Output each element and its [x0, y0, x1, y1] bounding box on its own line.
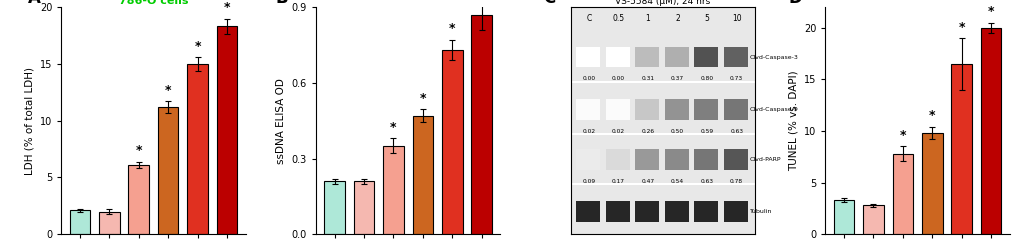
- Text: C: C: [542, 0, 554, 7]
- Text: Clvd-PARP: Clvd-PARP: [749, 157, 781, 162]
- Text: 0.80: 0.80: [700, 76, 713, 81]
- Bar: [69, 210, 90, 234]
- Bar: [723, 149, 747, 169]
- Text: 1: 1: [645, 14, 650, 23]
- Text: *: *: [958, 21, 964, 34]
- Text: 0.5: 0.5: [611, 14, 624, 23]
- Text: A: A: [28, 0, 41, 7]
- Text: 0.09: 0.09: [582, 179, 595, 184]
- Bar: [576, 99, 599, 120]
- Text: 10: 10: [731, 14, 741, 23]
- Bar: [694, 201, 717, 222]
- Bar: [471, 15, 491, 234]
- Bar: [187, 64, 208, 234]
- Text: 0.31: 0.31: [641, 76, 654, 81]
- Bar: [383, 146, 404, 234]
- Bar: [158, 107, 178, 234]
- Y-axis label: LDH (% of total LDH): LDH (% of total LDH): [24, 67, 35, 175]
- Text: 0.26: 0.26: [641, 129, 654, 134]
- Bar: [862, 205, 882, 234]
- Text: *: *: [390, 121, 396, 134]
- Text: *: *: [223, 1, 230, 14]
- Bar: [635, 99, 658, 120]
- Text: Clvd-Caspase-9: Clvd-Caspase-9: [749, 107, 798, 112]
- Text: 0.17: 0.17: [611, 179, 625, 184]
- Y-axis label: TUNEL (% vs. DAPI): TUNEL (% vs. DAPI): [788, 70, 798, 171]
- Bar: [723, 99, 747, 120]
- Text: Clvd-Caspase-3: Clvd-Caspase-3: [749, 55, 798, 60]
- Bar: [951, 64, 971, 234]
- Bar: [694, 149, 717, 169]
- Bar: [412, 116, 433, 234]
- Text: 0.63: 0.63: [730, 129, 743, 134]
- Text: 0.02: 0.02: [582, 129, 595, 134]
- Bar: [441, 50, 463, 234]
- Text: 0.63: 0.63: [700, 179, 713, 184]
- Text: 0.47: 0.47: [641, 179, 654, 184]
- Text: 0.50: 0.50: [671, 129, 684, 134]
- Text: 0.02: 0.02: [611, 129, 625, 134]
- Bar: [694, 47, 717, 67]
- Title: 786-O cells: 786-O cells: [118, 0, 189, 6]
- Text: 0.59: 0.59: [700, 129, 713, 134]
- Text: 0.78: 0.78: [730, 179, 743, 184]
- Text: *: *: [165, 84, 171, 97]
- Bar: [723, 201, 747, 222]
- Text: 5: 5: [704, 14, 709, 23]
- Bar: [980, 28, 1001, 234]
- Bar: [664, 149, 688, 169]
- Bar: [664, 47, 688, 67]
- Bar: [324, 181, 344, 234]
- Text: D: D: [788, 0, 801, 7]
- Bar: [605, 47, 629, 67]
- Text: *: *: [136, 144, 142, 157]
- Bar: [635, 47, 658, 67]
- Bar: [694, 99, 717, 120]
- Bar: [128, 165, 149, 234]
- Bar: [892, 154, 912, 234]
- Text: 2: 2: [675, 14, 680, 23]
- Bar: [99, 212, 119, 234]
- Bar: [576, 149, 599, 169]
- Title: VS-5584 (μM), 24 hrs: VS-5584 (μM), 24 hrs: [614, 0, 710, 6]
- Text: *: *: [448, 22, 455, 35]
- Text: 0.54: 0.54: [671, 179, 684, 184]
- Text: 0.73: 0.73: [730, 76, 743, 81]
- Bar: [664, 201, 688, 222]
- Bar: [576, 201, 599, 222]
- Text: Tubulin: Tubulin: [749, 209, 771, 214]
- Text: *: *: [986, 5, 994, 18]
- Text: B: B: [275, 0, 287, 7]
- Bar: [921, 133, 942, 234]
- Bar: [833, 200, 853, 234]
- Text: 0.37: 0.37: [671, 76, 684, 81]
- Text: 0.00: 0.00: [611, 76, 625, 81]
- Text: *: *: [419, 92, 426, 105]
- Text: *: *: [195, 40, 201, 53]
- Text: C: C: [586, 14, 591, 23]
- Bar: [723, 47, 747, 67]
- Bar: [605, 99, 629, 120]
- Bar: [664, 99, 688, 120]
- Text: *: *: [928, 109, 934, 122]
- Bar: [576, 47, 599, 67]
- Bar: [635, 149, 658, 169]
- Bar: [217, 27, 237, 234]
- Bar: [605, 149, 629, 169]
- Bar: [354, 181, 374, 234]
- Text: 0.00: 0.00: [582, 76, 595, 81]
- Bar: [635, 201, 658, 222]
- Bar: [605, 201, 629, 222]
- Text: *: *: [899, 129, 905, 142]
- Y-axis label: ssDNA ELISA OD: ssDNA ELISA OD: [276, 78, 285, 164]
